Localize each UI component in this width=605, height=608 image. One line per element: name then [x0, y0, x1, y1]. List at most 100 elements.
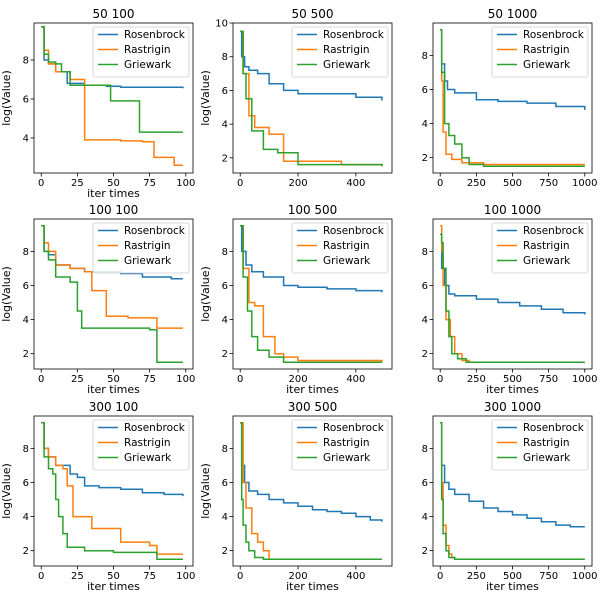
subplot-3: 100 100 0 25 50 75 100 2 4 6 8 iter times log(Value… [0, 203, 195, 396]
subplot-2: 50 1000 0 250 500 750 1000 2 4 6 8 Rosenbrock Rastr… [422, 7, 598, 189]
x-tick-label: 750 [539, 374, 558, 385]
legend: Rosenbrock Rastrigin Griewark [291, 419, 389, 471]
axes-frame [232, 415, 393, 567]
y-tick-label: 6 [23, 281, 29, 292]
y-tick-label: 8 [422, 444, 428, 455]
legend: Rosenbrock Rastrigin Griewark [92, 419, 190, 471]
subplot-7: 300 500 0 200 400 2 4 6 8 iter times log(Value) Ro… [199, 400, 393, 593]
y-tick-label: 2 [222, 153, 228, 164]
x-axis-label: iter times [87, 580, 140, 593]
x-tick-label: 0 [38, 571, 44, 582]
x-tick-label: 200 [288, 374, 307, 385]
x-tick-label: 50 [107, 571, 120, 582]
y-tick-label: 4 [222, 512, 228, 523]
y-tick-label: 4 [23, 133, 29, 144]
y-tick-label: 6 [422, 85, 428, 96]
x-tick-label: 75 [143, 571, 156, 582]
x-tick-label: 500 [503, 571, 522, 582]
x-tick-label: 0 [237, 178, 243, 189]
axes-frame [232, 22, 393, 174]
y-axis-label: log(Value) [199, 266, 212, 322]
x-tick-label: 200 [288, 178, 307, 189]
axes-frame [232, 218, 393, 370]
x-axis-label: iter times [286, 383, 339, 396]
y-tick-label: 4 [422, 512, 428, 523]
y-tick-label: 4 [23, 512, 29, 523]
y-tick-label: 2 [422, 349, 428, 360]
y-axis-label: log(Value) [0, 266, 13, 322]
subplot-title: 50 100 [93, 7, 135, 21]
x-tick-label: 400 [346, 571, 365, 582]
series-line-griewark [240, 225, 382, 363]
series-line-rosenbrock [440, 233, 586, 315]
subplot-title: 100 500 [288, 203, 338, 217]
x-tick-label: 1000 [572, 571, 597, 582]
legend-label: Rosenbrock [523, 225, 585, 237]
x-tick-label: 50 [107, 178, 120, 189]
legend-label: Rosenbrock [523, 29, 585, 41]
legend-label: Rosenbrock [124, 422, 186, 434]
y-axis-label: log(Value) [199, 70, 212, 126]
legend-label: Griewark [124, 255, 172, 267]
y-tick-label: 8 [222, 247, 228, 258]
legend-label: Rastrigin [124, 44, 171, 56]
series-line-rosenbrock [240, 30, 383, 101]
x-tick-label: 75 [143, 374, 156, 385]
x-tick-label: 0 [237, 571, 243, 582]
x-tick-label: 0 [38, 374, 44, 385]
x-tick-label: 1000 [572, 374, 597, 385]
y-tick-label: 4 [222, 120, 228, 131]
subplot-title: 300 1000 [484, 400, 541, 414]
x-tick-label: 0 [437, 178, 443, 189]
x-tick-label: 25 [71, 374, 84, 385]
y-tick-label: 8 [422, 247, 428, 258]
legend-label: Rosenbrock [124, 225, 186, 237]
series-line-griewark [440, 233, 585, 363]
series-line-griewark [240, 422, 382, 560]
y-tick-label: 8 [422, 51, 428, 62]
legend-label: Rastrigin [523, 44, 570, 56]
x-tick-label: 0 [437, 571, 443, 582]
x-tick-label: 100 [176, 178, 195, 189]
x-tick-label: 400 [346, 178, 365, 189]
y-tick-label: 6 [422, 281, 428, 292]
series-line-griewark [240, 30, 383, 167]
y-tick-label: 8 [222, 444, 228, 455]
y-tick-label: 4 [222, 315, 228, 326]
y-tick-label: 8 [23, 247, 29, 258]
series-line-griewark [41, 26, 183, 133]
x-tick-label: 0 [437, 374, 443, 385]
y-tick-label: 4 [23, 315, 29, 326]
x-axis-label: iter times [286, 580, 339, 593]
y-tick-label: 4 [422, 119, 428, 130]
legend-label: Griewark [124, 452, 172, 464]
legend: Rosenbrock Rastrigin Griewark [291, 222, 389, 274]
x-tick-label: 200 [288, 571, 307, 582]
subplot-8: 300 1000 0 250 500 750 1000 2 4 6 8 iter times Rose… [422, 400, 598, 593]
x-tick-label: 400 [346, 374, 365, 385]
legend: Rosenbrock Rastrigin Griewark [92, 26, 190, 78]
subplot-6: 300 100 0 25 50 75 100 2 4 6 8 iter times log(Value… [0, 400, 195, 593]
x-tick-label: 250 [467, 374, 486, 385]
y-axis-label: log(Value) [0, 463, 13, 519]
y-tick-label: 8 [222, 52, 228, 63]
series-line-griewark [41, 422, 183, 560]
x-tick-label: 1000 [572, 178, 597, 189]
legend-label: Rosenbrock [124, 29, 186, 41]
y-tick-label: 6 [222, 478, 228, 489]
y-tick-label: 6 [23, 94, 29, 105]
y-tick-label: 2 [222, 546, 228, 557]
y-tick-label: 2 [422, 153, 428, 164]
y-tick-label: 6 [23, 478, 29, 489]
legend-label: Griewark [323, 59, 371, 71]
x-tick-label: 750 [539, 178, 558, 189]
series-line-griewark [440, 422, 585, 560]
subplot-title: 50 500 [292, 7, 334, 21]
legend-label: Rastrigin [124, 240, 171, 252]
x-axis-label: iter times [87, 383, 140, 396]
y-tick-label: 2 [422, 546, 428, 557]
x-tick-label: 100 [176, 374, 195, 385]
subplot-title: 50 1000 [488, 7, 538, 21]
